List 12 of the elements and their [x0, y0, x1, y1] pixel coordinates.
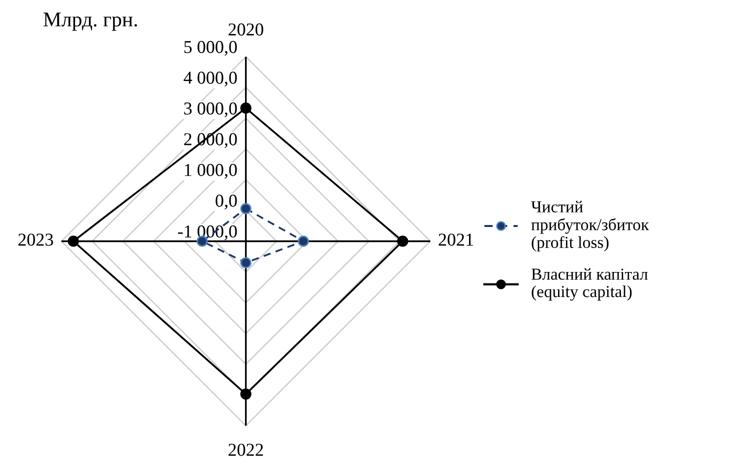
y-tick-label: 5 000,0 — [184, 40, 237, 56]
spoke-label: 2023 — [18, 234, 54, 246]
y-tick-label: 0,0 — [216, 194, 237, 210]
legend-label: Чистий прибуток/збиток (profit loss) — [531, 200, 649, 252]
chart-title: Млрд. грн. — [44, 12, 137, 31]
spoke-label: 2021 — [438, 234, 473, 246]
y-tick-label: 1 000,0 — [184, 164, 237, 179]
y-tick-label: 4 000,0 — [184, 72, 237, 86]
y-tick-label: 3 000,0 — [184, 102, 237, 118]
spoke-label: 2022 — [228, 444, 263, 456]
spoke-label: 2020 — [228, 23, 264, 36]
legend-label: Власний капітал (equity capital) — [531, 268, 648, 301]
